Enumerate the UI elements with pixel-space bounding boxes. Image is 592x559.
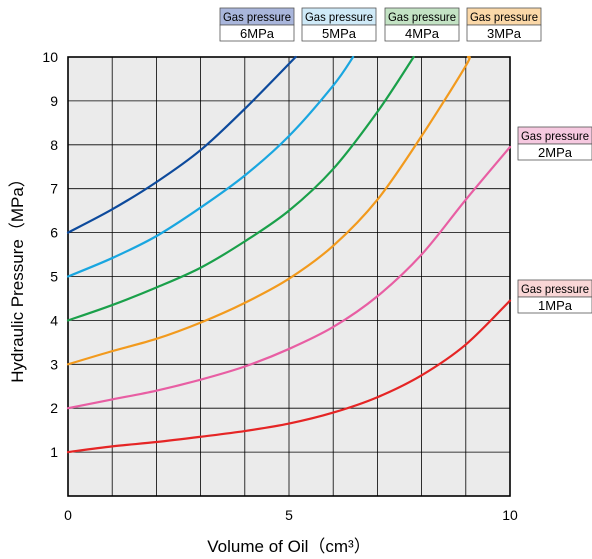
legend-value-box <box>384 24 460 42</box>
y-tick-label: 9 <box>50 93 58 109</box>
legend-entry-4mpa: Gas pressure 4MPa <box>384 7 460 42</box>
legend-value: 4MPa <box>405 26 440 41</box>
legend-title: Gas pressure <box>388 10 456 24</box>
legend-title: Gas pressure <box>305 10 373 24</box>
legend-title: Gas pressure <box>521 282 589 296</box>
series-line-4mpa <box>66 55 415 322</box>
x-tick-label: 0 <box>64 507 72 523</box>
legend-title: Gas pressure <box>521 129 589 143</box>
legend-value: 6MPa <box>240 26 275 41</box>
y-tick-label: 5 <box>50 269 58 285</box>
series-line-2mpa <box>66 145 512 410</box>
series-line-1mpa <box>66 299 512 454</box>
legend-value-box <box>517 143 592 161</box>
tick-labels: 0 5 10 1 2 3 4 5 6 7 8 9 10 <box>42 49 518 523</box>
series-line-6mpa <box>66 55 297 234</box>
y-tick-label: 10 <box>42 49 58 65</box>
y-tick-label: 6 <box>50 225 58 241</box>
y-tick-label: 4 <box>50 312 58 328</box>
legend-title: Gas pressure <box>470 10 538 24</box>
y-tick-label: 7 <box>50 181 58 197</box>
y-tick-label: 1 <box>50 444 58 460</box>
series-line-3mpa <box>66 55 471 366</box>
legend-value-box <box>466 24 542 42</box>
y-axis-title: Hydraulic Pressure（MPa） <box>8 170 27 383</box>
series-line-5mpa <box>66 55 355 278</box>
x-tick-label: 5 <box>285 507 293 523</box>
legend-value-box <box>219 24 295 42</box>
legend-entry-3mpa: Gas pressure 3MPa <box>466 7 542 42</box>
y-tick-label: 8 <box>50 137 58 153</box>
legend-value-box <box>517 296 592 314</box>
legend-entry-6mpa: Gas pressure 6MPa <box>219 7 295 42</box>
y-tick-label: 2 <box>50 400 58 416</box>
x-axis-title: Volume of Oil（cm³） <box>207 537 370 556</box>
legend-value: 2MPa <box>538 145 573 160</box>
legend-value-box <box>301 24 377 42</box>
legend-value: 3MPa <box>487 26 522 41</box>
legend-entry-2mpa: Gas pressure 2MPa <box>517 126 592 161</box>
series-lines <box>66 55 512 454</box>
x-tick-label: 10 <box>502 507 518 523</box>
legend-value: 1MPa <box>538 298 573 313</box>
legend-entry-1mpa: Gas pressure 1MPa <box>517 279 592 314</box>
legend-title: Gas pressure <box>223 10 291 24</box>
grid <box>68 57 510 496</box>
y-tick-label: 3 <box>50 356 58 372</box>
legend-entry-5mpa: Gas pressure 5MPa <box>301 7 377 42</box>
legend-value: 5MPa <box>322 26 357 41</box>
